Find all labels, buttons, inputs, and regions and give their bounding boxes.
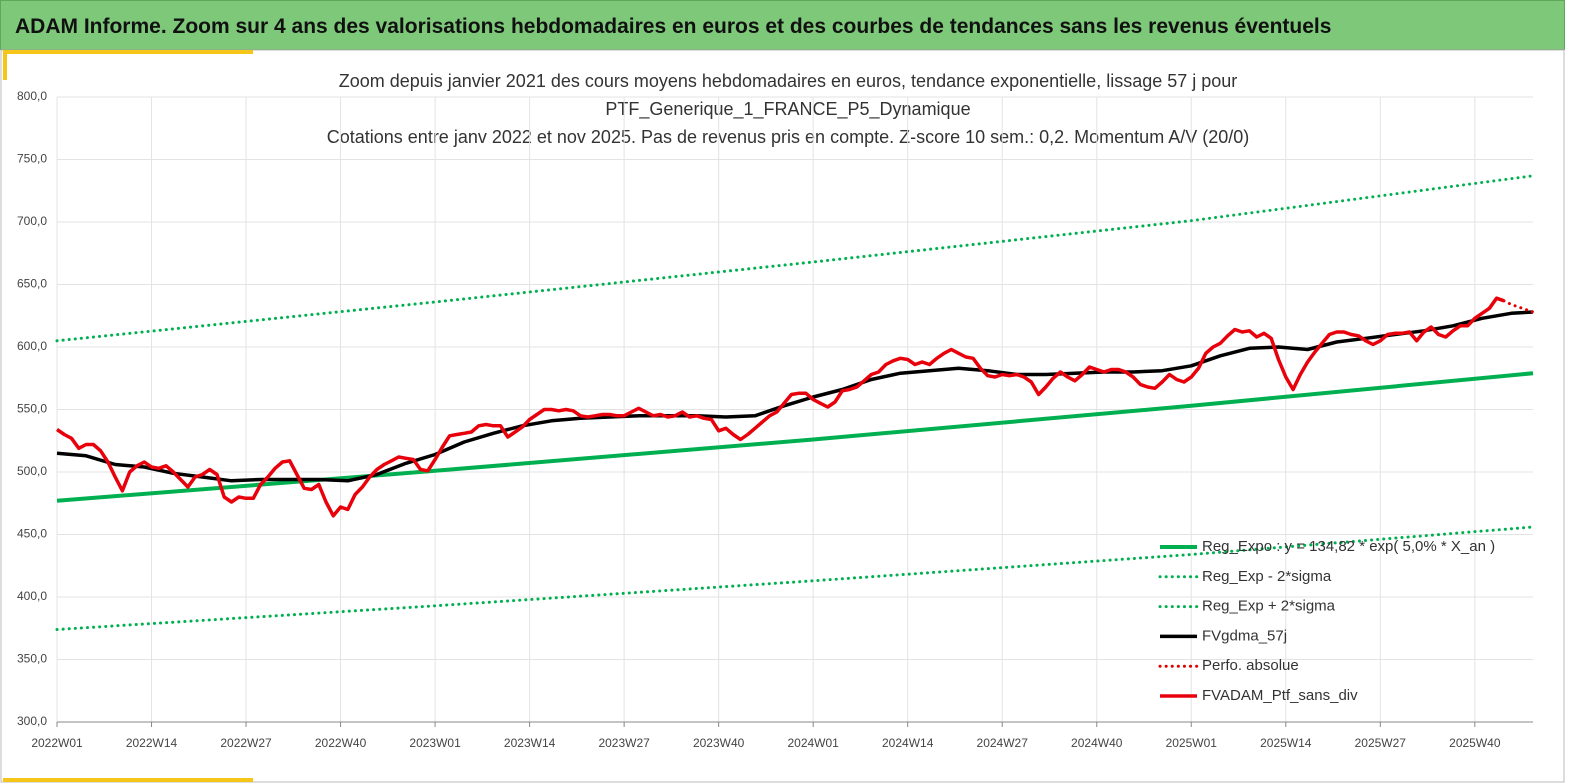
x-tick-label: 2025W01 <box>1166 736 1218 750</box>
x-tick-label: 2022W40 <box>315 736 367 750</box>
x-tick-label: 2024W27 <box>977 736 1029 750</box>
series-line <box>1502 299 1535 314</box>
y-tick-label: 500,0 <box>17 464 47 478</box>
x-tick-label: 2023W01 <box>409 736 461 750</box>
x-tick-label: 2023W40 <box>693 736 745 750</box>
series-line <box>55 525 1535 631</box>
x-tick-label: 2022W14 <box>126 736 178 750</box>
x-tick-label: 2024W40 <box>1071 736 1123 750</box>
x-tick-label: 2022W01 <box>31 736 83 750</box>
chart-frame <box>0 49 1565 783</box>
legend-label: Reg_Exp - 2*sigma <box>1202 568 1332 585</box>
legend-label: Reg_Expo : y = 134,82 * exp( 5,0% * X_an… <box>1202 538 1495 555</box>
series-line <box>56 310 1534 483</box>
y-tick-label: 700,0 <box>17 214 47 228</box>
x-tick-label: 2022W27 <box>220 736 272 750</box>
y-tick-label: 400,0 <box>17 589 47 603</box>
y-tick-label: 450,0 <box>17 527 47 541</box>
series-line <box>55 174 1535 343</box>
legend-label: Perfo. absolue <box>1202 657 1299 674</box>
y-tick-label: 650,0 <box>17 277 47 291</box>
y-tick-label: 600,0 <box>17 339 47 353</box>
accent <box>3 50 253 54</box>
y-tick-label: 550,0 <box>17 402 47 416</box>
x-tick-label: 2024W14 <box>882 736 934 750</box>
legend-label: FVgdma_57j <box>1202 627 1287 644</box>
y-tick-label: 350,0 <box>17 652 47 666</box>
x-tick-label: 2023W14 <box>504 736 556 750</box>
legend-label: FVADAM_Ptf_sans_div <box>1202 687 1358 704</box>
chart-title: Cotations entre janv 2022 et nov 2025. P… <box>327 127 1249 147</box>
x-tick-label: 2025W14 <box>1260 736 1312 750</box>
accent <box>3 778 253 782</box>
y-tick-label: 300,0 <box>17 714 47 728</box>
accent <box>3 50 7 80</box>
legend-label: Reg_Exp + 2*sigma <box>1202 598 1336 615</box>
y-tick-label: 800,0 <box>17 89 47 103</box>
x-tick-label: 2025W40 <box>1449 736 1501 750</box>
header: ADAM Informe. Zoom sur 4 ans des valoris… <box>0 0 1565 50</box>
x-tick-label: 2025W27 <box>1355 736 1407 750</box>
chart-title: PTF_Generique_1_FRANCE_P5_Dynamique <box>605 99 970 120</box>
chart-title: Zoom depuis janvier 2021 des cours moyen… <box>339 71 1238 91</box>
y-tick-label: 750,0 <box>17 152 47 166</box>
series-line <box>56 296 1505 518</box>
x-tick-label: 2023W27 <box>598 736 650 750</box>
x-tick-label: 2024W01 <box>787 736 839 750</box>
header-title: ADAM Informe. Zoom sur 4 ans des valoris… <box>15 15 1332 38</box>
